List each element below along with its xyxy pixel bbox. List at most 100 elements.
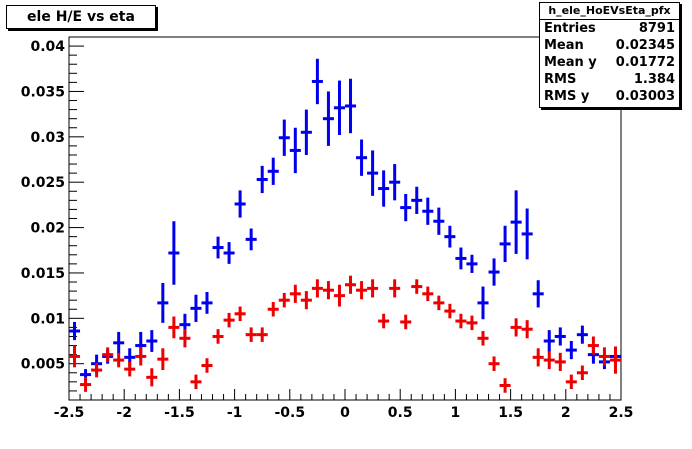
data-point-blue [190, 294, 202, 322]
data-point-red [400, 314, 412, 330]
y-tick-label: 0.01 [30, 311, 65, 327]
data-point-blue [333, 80, 345, 136]
data-point-red [576, 365, 588, 381]
x-tick-label: -1.5 [164, 405, 195, 421]
data-point-blue [356, 139, 368, 176]
data-point-blue [245, 228, 257, 251]
stats-row-mean-y: Mean y 0.01772 [540, 54, 679, 71]
data-point-red [322, 281, 334, 300]
data-point-red [554, 352, 566, 371]
data-point-red [80, 377, 92, 392]
data-point-blue [278, 119, 290, 156]
data-point-red [179, 329, 191, 348]
data-point-red [289, 284, 301, 303]
data-point-red [455, 313, 467, 329]
data-point-red [587, 336, 599, 355]
data-point-red [135, 347, 147, 366]
stats-title: h_ele_HoEVsEta_pfx [540, 3, 679, 20]
chart-title: ele H/E vs eta [6, 5, 156, 29]
y-tick-label: 0.005 [21, 357, 65, 373]
data-point-blue [543, 330, 555, 352]
data-point-blue [378, 170, 390, 207]
data-point-blue [289, 127, 301, 174]
data-point-red [444, 303, 456, 319]
y-tick-label: 0.03 [30, 130, 65, 146]
stats-label: RMS y [544, 89, 590, 104]
data-point-red [69, 345, 81, 368]
data-point-red [411, 279, 423, 294]
data-point-blue [367, 150, 379, 196]
data-point-blue [466, 254, 478, 273]
stats-label: Mean [544, 38, 584, 53]
stats-value: 0.03003 [615, 89, 675, 104]
data-point-red [278, 292, 290, 308]
data-point-red [532, 348, 544, 367]
stats-value: 0.01772 [615, 55, 675, 70]
stats-box: h_ele_HoEVsEta_pfx Entries 8791 Mean 0.0… [539, 2, 680, 108]
data-point-blue [69, 321, 81, 341]
data-point-red [510, 318, 522, 337]
data-point-blue [554, 327, 566, 346]
data-point-red [422, 286, 434, 302]
x-tick-label: -1 [227, 405, 243, 421]
data-point-red [300, 291, 312, 310]
data-point-red [499, 378, 511, 393]
data-point-red [212, 329, 224, 344]
data-point-red [345, 275, 357, 294]
stats-label: RMS [544, 72, 577, 87]
data-point-blue [565, 341, 577, 360]
stats-label: Entries [544, 21, 596, 36]
data-point-red [146, 368, 158, 387]
data-point-red [256, 327, 268, 342]
y-tick-label: 0.015 [21, 266, 65, 282]
data-point-blue [157, 282, 169, 323]
plot-area [68, 36, 622, 401]
stats-row-rms-y: RMS y 0.03003 [540, 88, 679, 105]
x-tick-label: -2.5 [54, 405, 85, 421]
data-point-red [333, 284, 345, 307]
data-point-red [389, 279, 401, 298]
data-point-blue [455, 247, 467, 270]
stats-value: 1.384 [633, 72, 675, 87]
data-point-red [466, 315, 478, 331]
data-point-red [190, 374, 202, 390]
data-point-red [477, 331, 489, 346]
data-point-blue [322, 91, 334, 146]
data-point-red [609, 346, 621, 374]
x-tick-label: -0.5 [274, 405, 305, 421]
data-point-red [598, 347, 610, 366]
x-tick-label: 0.5 [388, 405, 413, 421]
stats-row-mean: Mean 0.02345 [540, 37, 679, 54]
data-point-blue [521, 208, 533, 260]
x-tick-label: 2.5 [609, 405, 634, 421]
data-point-blue [400, 193, 412, 222]
data-point-blue [477, 286, 489, 320]
data-point-red [201, 358, 213, 373]
data-point-blue [433, 207, 445, 235]
data-point-blue [422, 197, 434, 225]
data-point-red [223, 312, 235, 328]
data-point-red [234, 306, 246, 322]
data-point-blue [212, 236, 224, 259]
stats-label: Mean y [544, 55, 597, 70]
data-point-blue [168, 221, 180, 285]
data-point-red [356, 281, 368, 300]
data-point-blue [223, 242, 235, 264]
x-tick-label: 0 [340, 405, 350, 421]
data-point-red [157, 348, 169, 371]
data-point-red [543, 350, 555, 370]
data-point-blue [411, 186, 423, 214]
data-point-red [488, 356, 500, 371]
x-tick-label: -2 [116, 405, 132, 421]
data-point-blue [576, 325, 588, 344]
data-point-red [433, 295, 445, 311]
stats-value: 8791 [638, 21, 675, 36]
y-tick-label: 0.025 [21, 175, 65, 191]
data-point-red [267, 301, 279, 317]
data-point-red [102, 347, 114, 362]
stats-row-rms: RMS 1.384 [540, 71, 679, 88]
data-point-blue [300, 109, 312, 155]
data-point-red [311, 279, 323, 298]
